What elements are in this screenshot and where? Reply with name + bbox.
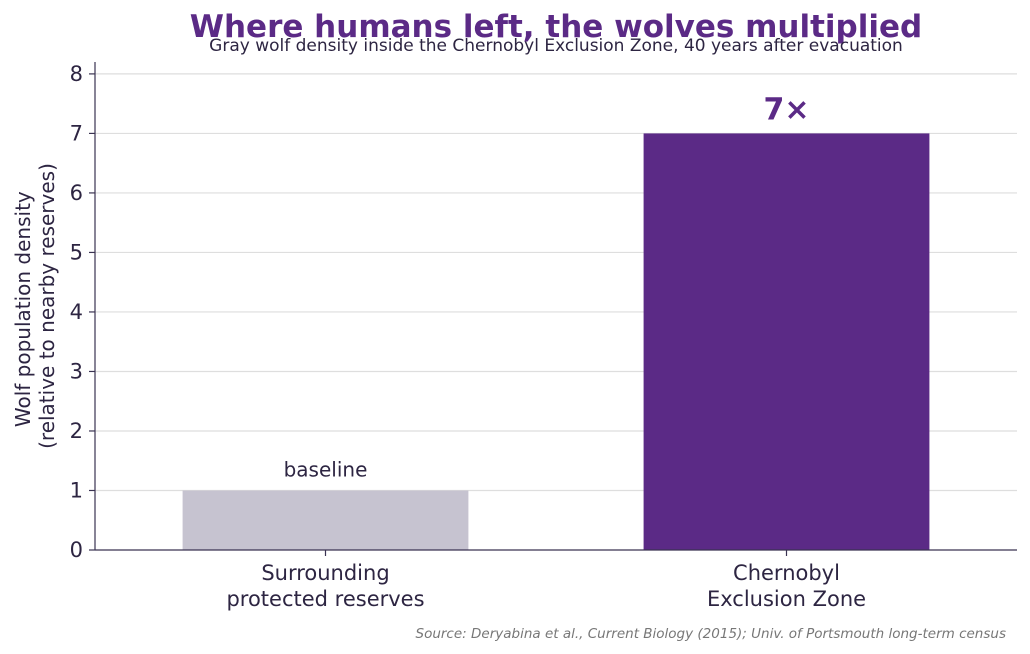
y-tick-label-2: 2 xyxy=(70,419,83,443)
y-tick-label-3: 3 xyxy=(70,359,83,383)
bar-labels: baseline 7× xyxy=(284,92,810,481)
x-tick-label-0-line-0: Surrounding xyxy=(261,561,389,585)
chart-subtitle: Gray wolf density inside the Chernobyl E… xyxy=(209,36,903,56)
y-tick-label-0: 0 xyxy=(70,538,83,562)
x-tick-label-1-line-0: Chernobyl xyxy=(733,561,840,585)
y-axis-label-line-1: Wolf population density xyxy=(11,191,35,427)
y-tick-label-5: 5 xyxy=(70,240,83,264)
bar-1 xyxy=(643,133,930,551)
bar-0 xyxy=(182,490,469,550)
y-tick-label-6: 6 xyxy=(70,181,83,205)
y-tick-label-8: 8 xyxy=(70,62,83,86)
bars xyxy=(182,133,930,551)
x-tick-label-0: Surrounding protected reserves xyxy=(226,561,424,611)
x-tick-label-1: Chernobyl Exclusion Zone xyxy=(707,561,866,611)
source-note: Source: Deryabina et al., Current Biolog… xyxy=(416,626,1007,642)
x-tick-label-1-line-1: Exclusion Zone xyxy=(707,587,866,611)
y-axis-label-line-2: (relative to nearby reserves) xyxy=(35,163,59,449)
axes xyxy=(94,62,1017,551)
y-ticks: 0 1 2 3 4 5 6 7 8 xyxy=(70,62,95,562)
bar-label-0: baseline xyxy=(284,457,368,481)
y-tick-label-1: 1 xyxy=(70,478,83,502)
chart-title: Where humans left, the wolves multiplied xyxy=(190,9,922,45)
x-ticks: Surrounding protected reserves Chernobyl Ex… xyxy=(226,550,866,611)
y-tick-label-4: 4 xyxy=(70,300,83,324)
bar-label-1: 7× xyxy=(763,92,809,127)
y-tick-label-7: 7 xyxy=(70,121,83,145)
x-tick-label-0-line-1: protected reserves xyxy=(226,587,424,611)
y-axis-label: Wolf population density (relative to nea… xyxy=(11,163,59,449)
